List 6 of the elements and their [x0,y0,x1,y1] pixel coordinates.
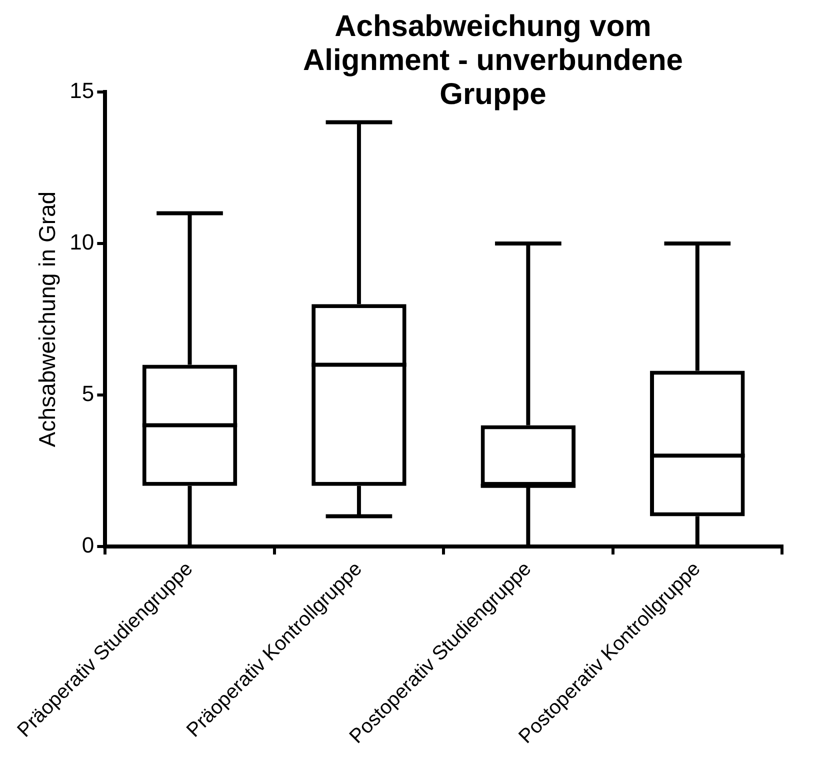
y-axis-title: Achsabweichung in Grad [34,191,60,448]
y-tick-label: 10 [70,230,94,255]
chart-title: Achsabweichung vom Alignment - unverbundene Gruppe [302,10,684,112]
y-tick-label: 5 [82,381,94,406]
y-tick-label: 15 [70,78,94,104]
y-tick-label: 0 [82,532,94,558]
